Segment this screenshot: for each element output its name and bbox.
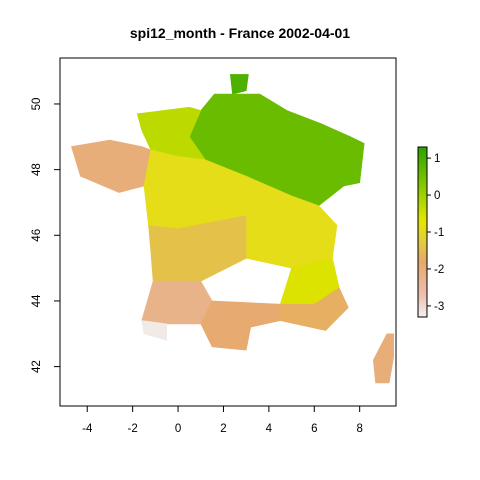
colorbar-tick-label: -1 [434,227,444,239]
colorbar-legend: 1 0 -1 -2 -3 [417,146,444,318]
x-axis: -4 -2 0 2 4 6 8 [82,405,363,435]
colorbar-tick-label: -2 [434,264,444,276]
region-languedoc [200,300,281,351]
y-tick-label: 50 [31,98,43,111]
y-axis: 42 44 46 48 50 [31,98,61,373]
y-tick-label: 42 [31,360,43,373]
y-tick-label: 44 [31,294,43,307]
colorbar-ticks: 1 0 -1 -2 -3 [427,153,444,313]
region-south-west [141,280,213,325]
colorbar [417,146,428,318]
x-tick-label: -4 [82,423,93,435]
colorbar-tick-label: 1 [434,153,440,165]
x-tick-label: 4 [266,423,273,435]
colorbar-tick-label: 0 [434,190,440,202]
colorbar-tick-label: -3 [434,301,444,313]
y-tick-label: 46 [31,229,43,242]
region-north-tip [229,74,249,95]
x-tick-label: 6 [311,423,317,435]
x-tick-label: -2 [128,423,138,435]
map-layer [71,74,395,384]
x-tick-label: 0 [175,423,181,435]
x-tick-label: 8 [356,423,362,435]
region-brittany [71,139,152,193]
region-corsica [372,333,395,384]
y-tick-label: 48 [31,163,43,176]
region-provence [279,287,349,331]
region-atlantic-west [148,215,247,282]
x-tick-label: 2 [220,423,226,435]
region-pyrenees-west [141,320,167,341]
chart-title: spi12_month - France 2002-04-01 [130,25,350,41]
